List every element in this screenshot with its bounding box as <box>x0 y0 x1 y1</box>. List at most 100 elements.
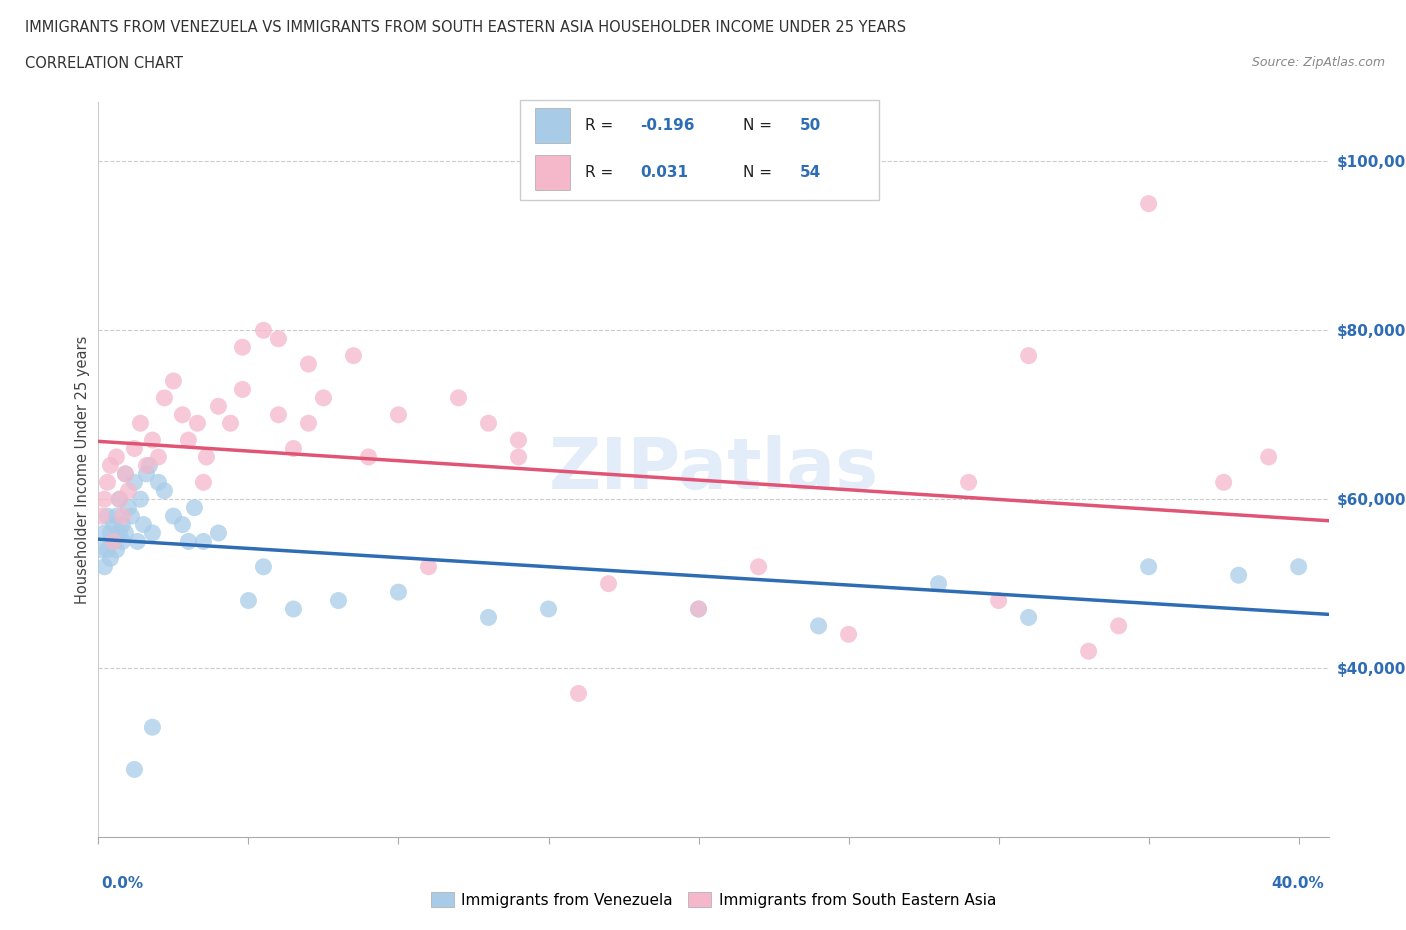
Point <box>141 432 163 447</box>
Point <box>312 391 335 405</box>
Point <box>387 585 409 600</box>
Text: IMMIGRANTS FROM VENEZUELA VS IMMIGRANTS FROM SOUTH EASTERN ASIA HOUSEHOLDER INCO: IMMIGRANTS FROM VENEZUELA VS IMMIGRANTS … <box>25 20 907 35</box>
Point <box>162 509 184 524</box>
Point <box>342 348 364 363</box>
Point <box>129 416 152 431</box>
Point <box>508 449 530 464</box>
Point <box>141 720 163 735</box>
Point <box>183 500 205 515</box>
Point <box>238 593 260 608</box>
Point <box>418 559 440 574</box>
Point <box>153 484 176 498</box>
Point <box>598 577 620 591</box>
Point <box>357 449 380 464</box>
Point <box>148 449 170 464</box>
Point <box>267 331 290 346</box>
Point <box>93 559 115 574</box>
Point <box>100 458 122 472</box>
Point <box>267 407 290 422</box>
Point <box>90 509 112 524</box>
Point <box>114 467 136 482</box>
Point <box>297 356 319 371</box>
Point <box>124 441 146 456</box>
Point <box>328 593 350 608</box>
Point <box>1288 559 1310 574</box>
Point <box>103 534 125 549</box>
Point <box>172 517 194 532</box>
Text: R =: R = <box>585 117 613 133</box>
FancyBboxPatch shape <box>534 108 571 142</box>
Text: R =: R = <box>585 165 613 179</box>
Point <box>1018 610 1040 625</box>
Point <box>186 416 208 431</box>
Text: N =: N = <box>742 117 772 133</box>
Point <box>108 525 131 540</box>
Point <box>90 542 112 557</box>
Point <box>219 416 242 431</box>
Point <box>1137 196 1160 211</box>
Point <box>928 577 950 591</box>
Point <box>111 509 134 524</box>
Text: 54: 54 <box>800 165 821 179</box>
Point <box>688 602 710 617</box>
Point <box>100 551 122 565</box>
Point <box>987 593 1010 608</box>
Point <box>108 492 131 507</box>
Point <box>508 432 530 447</box>
Point <box>838 627 860 642</box>
Text: 40.0%: 40.0% <box>1271 876 1324 891</box>
Point <box>105 542 128 557</box>
Point <box>172 407 194 422</box>
Point <box>477 416 499 431</box>
Point <box>135 467 157 482</box>
Point <box>124 762 146 777</box>
Point <box>96 509 118 524</box>
Point <box>177 432 200 447</box>
Text: 0.0%: 0.0% <box>101 876 143 891</box>
Point <box>114 467 136 482</box>
Legend: Immigrants from Venezuela, Immigrants from South Eastern Asia: Immigrants from Venezuela, Immigrants fr… <box>425 885 1002 914</box>
Point <box>105 509 128 524</box>
Point <box>120 509 142 524</box>
Point <box>387 407 409 422</box>
Point <box>177 534 200 549</box>
Point <box>297 416 319 431</box>
Point <box>93 525 115 540</box>
Point <box>688 602 710 617</box>
Point <box>141 525 163 540</box>
Point <box>1018 348 1040 363</box>
Point <box>1257 449 1279 464</box>
Point <box>153 391 176 405</box>
Text: -0.196: -0.196 <box>640 117 695 133</box>
Point <box>111 534 134 549</box>
Y-axis label: Householder Income Under 25 years: Householder Income Under 25 years <box>75 336 90 604</box>
Point <box>138 458 160 472</box>
Point <box>537 602 560 617</box>
Text: ZIPatlas: ZIPatlas <box>548 435 879 504</box>
Point <box>162 374 184 389</box>
Point <box>127 534 149 549</box>
Point <box>283 441 305 456</box>
Point <box>148 475 170 490</box>
FancyBboxPatch shape <box>534 154 571 190</box>
Point <box>195 449 218 464</box>
Point <box>193 534 215 549</box>
Point <box>111 517 134 532</box>
Point <box>103 534 125 549</box>
Point <box>103 517 125 532</box>
Point <box>231 382 253 397</box>
Text: 0.031: 0.031 <box>640 165 689 179</box>
Point <box>1077 644 1099 658</box>
Text: 50: 50 <box>800 117 821 133</box>
Point <box>1212 475 1234 490</box>
Point <box>114 525 136 540</box>
Point <box>105 449 128 464</box>
Point <box>193 475 215 490</box>
Point <box>108 492 131 507</box>
Point <box>567 686 589 701</box>
Point <box>447 391 470 405</box>
Point <box>252 323 274 338</box>
Text: N =: N = <box>742 165 772 179</box>
Point <box>96 475 118 490</box>
Point <box>96 542 118 557</box>
